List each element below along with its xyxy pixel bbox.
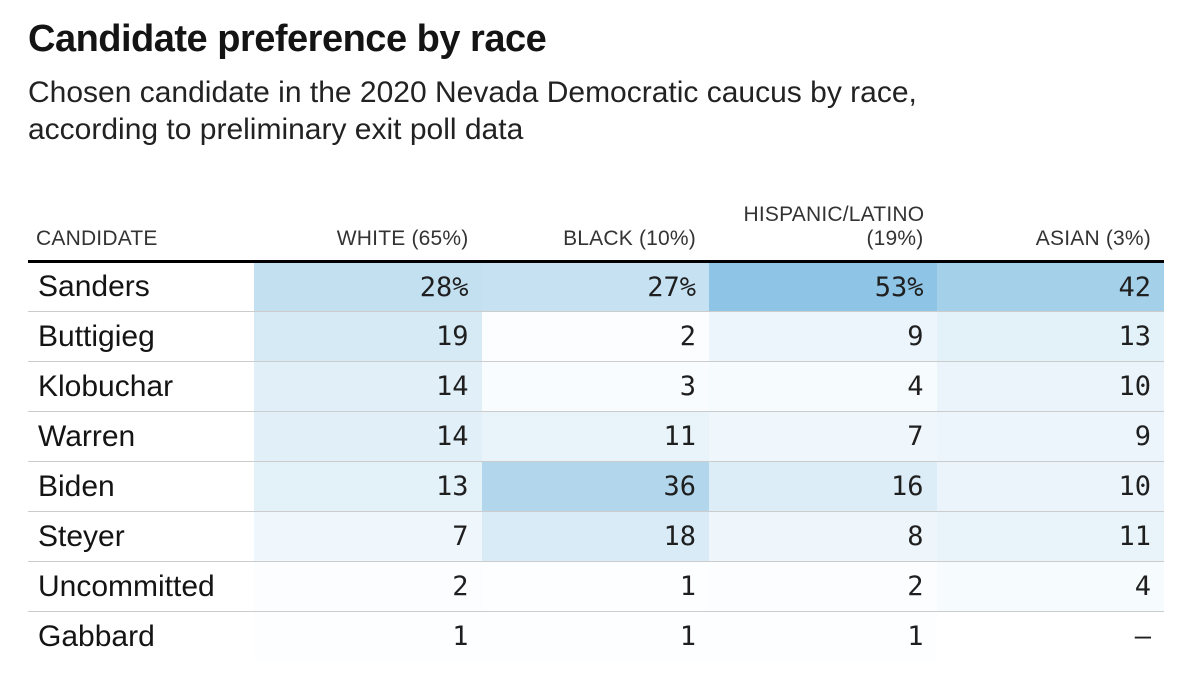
- table-row-klobuchar: Klobuchar 14 3 4 10: [28, 361, 1164, 412]
- candidate-name-sanders: Sanders: [38, 270, 150, 304]
- candidate-name-steyer: Steyer: [38, 519, 125, 553]
- cell-steyer-white: 7: [254, 511, 482, 562]
- candidate-name-gabbard: Gabbard: [38, 619, 155, 653]
- cell-sanders-hispanic: 53%: [709, 261, 937, 312]
- cell-biden-hispanic: 16: [709, 461, 937, 512]
- candidate-name-uncommitted: Uncommitted: [38, 569, 215, 603]
- cell-klobuchar-asian: 10: [936, 361, 1164, 412]
- cell-steyer-hispanic: 8: [709, 511, 937, 562]
- column-header-candidate: CANDIDATE: [28, 192, 254, 262]
- cell-gabbard-hispanic: 1: [709, 611, 937, 662]
- cell-warren-hispanic: 7: [709, 411, 937, 462]
- cell-gabbard-white: 1: [254, 611, 482, 662]
- table-header: CANDIDATE WHITE (65%) BLACK (10%) HISPANIC/…: [28, 192, 1164, 262]
- table-row-biden: Biden 13 36 16 10: [28, 461, 1164, 512]
- cell-warren-white: 14: [254, 411, 482, 462]
- table-row-buttigieg: Buttigieg 19 2 9 13: [28, 311, 1164, 362]
- cell-gabbard-asian: –: [936, 611, 1164, 662]
- cell-klobuchar-black: 3: [481, 361, 709, 412]
- column-header-label: ASIAN (3%): [1035, 227, 1151, 251]
- column-header-black: BLACK (10%): [482, 192, 710, 262]
- table-row-gabbard: Gabbard 1 1 1–: [28, 611, 1164, 662]
- cell-sanders-asian: 42: [936, 261, 1164, 312]
- cell-steyer-black: 18: [481, 511, 709, 562]
- cell-klobuchar-hispanic: 4: [709, 361, 937, 412]
- cell-sanders-black: 27%: [481, 261, 709, 312]
- cell-biden-white: 13: [254, 461, 482, 512]
- cell-warren-asian: 9: [936, 411, 1164, 462]
- cell-sanders-white: 28%: [254, 261, 482, 312]
- column-header-label: WHITE (65%): [336, 227, 469, 251]
- cell-buttigieg-asian: 13: [936, 311, 1164, 362]
- cell-uncommitted-asian: 4: [936, 561, 1164, 612]
- cell-buttigieg-black: 2: [481, 311, 709, 362]
- cell-gabbard-black: 1: [481, 611, 709, 662]
- page-title: Candidate preference by race: [28, 18, 547, 60]
- cell-klobuchar-white: 14: [254, 361, 482, 412]
- column-header-label: BLACK (10%): [563, 227, 696, 251]
- cell-biden-black: 36: [481, 461, 709, 512]
- table-row-warren: Warren 14 11 7 9: [28, 411, 1164, 462]
- cell-steyer-asian: 11: [936, 511, 1164, 562]
- header-row: CANDIDATE WHITE (65%) BLACK (10%) HISPANIC/…: [28, 192, 1164, 262]
- cell-uncommitted-hispanic: 2: [709, 561, 937, 612]
- cell-uncommitted-white: 2: [254, 561, 482, 612]
- cell-warren-black: 11: [481, 411, 709, 462]
- table-row-sanders: Sanders 28% 27% 53% 42: [28, 261, 1164, 312]
- column-header-label: CANDIDATE: [36, 227, 158, 251]
- page-subtitle: Chosen candidate in the 2020 Nevada Demo…: [28, 75, 917, 146]
- table-row-steyer: Steyer 7 18 8 11: [28, 511, 1164, 562]
- cell-uncommitted-black: 1: [481, 561, 709, 612]
- column-header-asian: ASIAN (3%): [937, 192, 1165, 262]
- candidate-preference-table: CANDIDATE WHITE (65%) BLACK (10%) HISPANIC/…: [28, 192, 1164, 662]
- column-header-white: WHITE (65%): [254, 192, 482, 262]
- candidate-name-klobuchar: Klobuchar: [38, 369, 174, 403]
- table-body: Sanders 28% 27% 53% 42 Buttigieg 19 2 9 13 Klobuch…: [28, 261, 1164, 662]
- cell-biden-asian: 10: [936, 461, 1164, 512]
- cell-buttigieg-hispanic: 9: [709, 311, 937, 362]
- candidate-name-warren: Warren: [38, 419, 136, 453]
- cell-buttigieg-white: 19: [254, 311, 482, 362]
- candidate-name-biden: Biden: [38, 469, 115, 503]
- column-header-label: HISPANIC/LATINO (19%): [743, 203, 925, 251]
- column-header-hispanic: HISPANIC/LATINO (19%): [709, 192, 937, 262]
- table-row-uncommitted: Uncommitted 2 1 2 4: [28, 561, 1164, 612]
- candidate-name-buttigieg: Buttigieg: [38, 319, 155, 353]
